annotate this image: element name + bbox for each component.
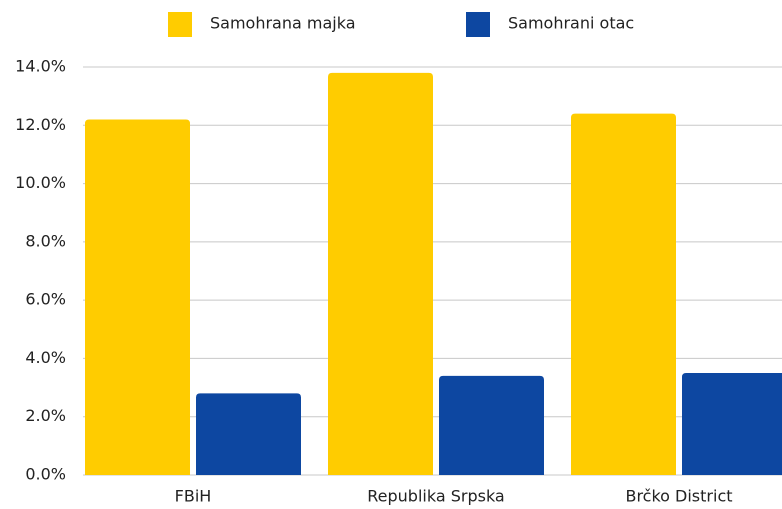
legend-label: Samohrana majka: [210, 14, 356, 33]
bar: [439, 375, 544, 475]
x-tick-label: FBiH: [175, 487, 212, 506]
bar: [571, 113, 676, 475]
x-tick-label: Brčko District: [625, 487, 732, 506]
y-tick-label: 8.0%: [25, 231, 66, 250]
y-tick-label: 10.0%: [15, 173, 66, 192]
y-tick-label: 6.0%: [25, 290, 66, 309]
y-tick-label: 14.0%: [15, 57, 66, 76]
bar: [85, 119, 190, 475]
legend-swatch: [168, 12, 192, 37]
y-tick-label: 4.0%: [25, 348, 66, 367]
bar: [328, 72, 433, 475]
y-tick-label: 2.0%: [25, 406, 66, 425]
bar: [682, 373, 782, 475]
y-tick-label: 0.0%: [25, 465, 66, 484]
legend-label: Samohrani otac: [508, 14, 634, 33]
legend-swatch: [466, 12, 490, 37]
x-tick-label: Republika Srpska: [367, 487, 504, 506]
y-tick-label: 12.0%: [15, 115, 66, 134]
bar: [196, 393, 301, 475]
